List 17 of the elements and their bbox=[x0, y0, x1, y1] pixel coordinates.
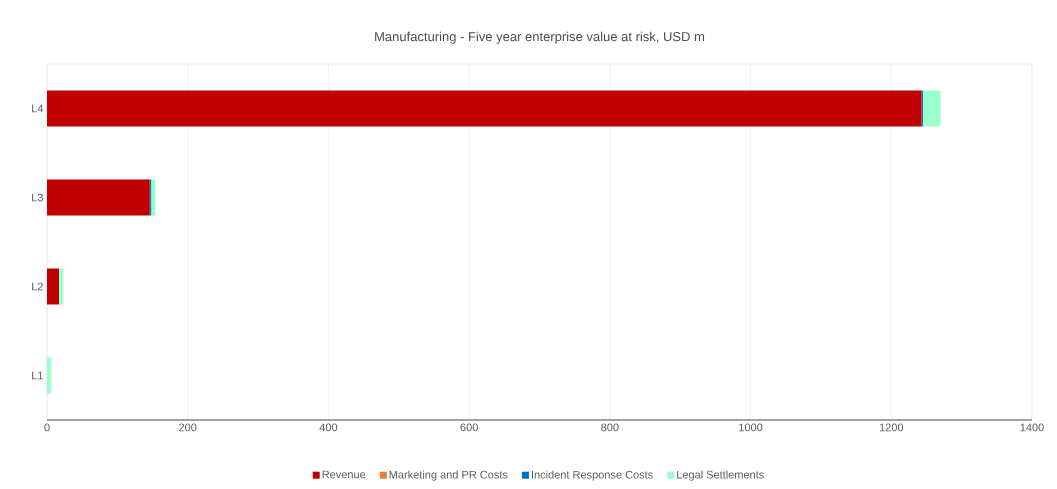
x-tick-label: 1200 bbox=[879, 423, 904, 432]
x-tick-label: 0 bbox=[44, 423, 50, 432]
x-tick-label: 1400 bbox=[1020, 423, 1044, 432]
y-tick-label: L2 bbox=[32, 282, 43, 291]
x-tick-label: 800 bbox=[601, 423, 619, 432]
x-tick-label: 1000 bbox=[739, 423, 763, 432]
x-tick-label: 400 bbox=[319, 423, 338, 432]
legend-label: Revenue bbox=[322, 470, 366, 479]
x-tick-label: 200 bbox=[179, 423, 197, 432]
legend-label: Marketing and PR Costs bbox=[389, 470, 508, 481]
y-tick-label: L4 bbox=[32, 104, 44, 113]
y-tick-label: L1 bbox=[32, 371, 43, 380]
y-tick-label: L3 bbox=[32, 193, 43, 202]
legend-label: Incident Response Costs bbox=[531, 470, 653, 481]
chart-title: Manufacturing - Five year enterprise value at risk, USD m bbox=[375, 31, 705, 44]
x-tick-label: 600 bbox=[460, 423, 478, 432]
legend-label: Legal Settlements bbox=[677, 470, 764, 481]
